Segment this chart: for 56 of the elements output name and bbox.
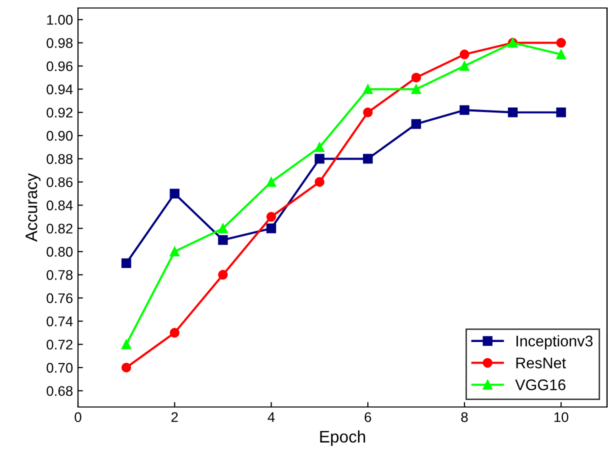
y-axis-title: Accuracy — [26, 173, 41, 242]
point — [314, 142, 324, 152]
y-tick-label: 0.82 — [46, 224, 72, 234]
point — [170, 246, 180, 256]
point — [556, 38, 566, 48]
point — [460, 50, 470, 60]
y-tick-label: 0.92 — [46, 108, 72, 118]
x-axis-title: Epoch — [320, 430, 366, 446]
point — [460, 61, 470, 71]
point — [460, 105, 470, 115]
x-tick-label: 2 — [171, 412, 178, 422]
x-tick-label: 10 — [554, 412, 568, 422]
point — [556, 50, 566, 60]
y-tick-label: 0.74 — [46, 316, 73, 326]
point — [314, 177, 324, 187]
point — [170, 188, 180, 198]
point — [266, 177, 276, 187]
point — [121, 362, 132, 372]
y-tick-label: 0.96 — [46, 61, 73, 72]
x-tick-label: 4 — [268, 412, 275, 422]
y-tick-label: 0.90 — [46, 130, 73, 141]
point — [121, 258, 132, 268]
point — [266, 224, 276, 234]
legend-label: VGG16 — [515, 379, 566, 390]
y-tick-label: 0.86 — [46, 177, 73, 188]
point — [411, 119, 422, 129]
point — [218, 224, 228, 234]
y-tick-label: 0.84 — [46, 200, 73, 210]
legend-label: ResNet — [516, 358, 566, 368]
point — [363, 154, 373, 164]
y-tick-label: 0.98 — [46, 38, 73, 48]
y-tick-label: 0.80 — [46, 246, 73, 257]
y-tick-label: 0.78 — [46, 270, 73, 280]
legend-label: Inceptionv3 — [516, 335, 593, 350]
x-tick-label: 8 — [461, 412, 468, 422]
y-tick-label: 0.70 — [46, 362, 73, 373]
point — [411, 72, 422, 82]
point — [508, 108, 518, 118]
y-tick-label: 0.94 — [46, 84, 73, 94]
point — [121, 340, 132, 350]
x-tick-label: 0 — [74, 412, 82, 422]
point — [363, 108, 373, 118]
point — [218, 270, 228, 280]
y-tick-label: 0.76 — [46, 293, 73, 304]
point — [556, 108, 566, 118]
point — [363, 84, 373, 94]
point — [218, 235, 228, 245]
y-tick-label: 0.72 — [46, 340, 72, 350]
point — [411, 84, 422, 94]
y-tick-label: 1.00 — [47, 14, 73, 25]
point — [314, 154, 324, 164]
y-tick-label: 0.68 — [46, 386, 73, 396]
y-tick-label: 0.88 — [46, 154, 73, 164]
point — [170, 328, 180, 338]
x-tick-label: 6 — [364, 412, 372, 422]
point — [266, 212, 276, 222]
